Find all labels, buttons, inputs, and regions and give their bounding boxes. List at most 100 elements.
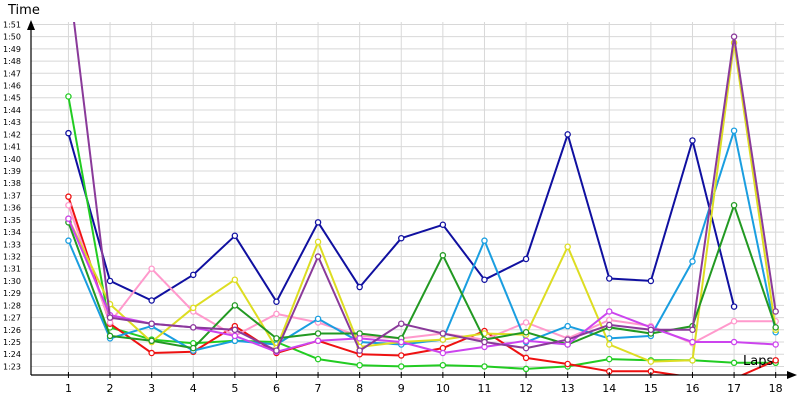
data-point (481, 237, 488, 244)
x-tick-label: 3 (148, 382, 155, 395)
y-tick-label: 1:29 (3, 289, 21, 298)
data-point (730, 318, 738, 325)
y-tick-label: 1:47 (3, 69, 21, 78)
data-point (606, 321, 613, 329)
data-point (730, 127, 738, 134)
data-point (314, 219, 322, 226)
data-point (689, 338, 696, 346)
data-point (439, 252, 447, 259)
data-point (689, 137, 696, 144)
data-point (231, 276, 239, 283)
y-tick-label: 1:40 (3, 155, 21, 164)
data-point (439, 336, 447, 343)
y-tick-label: 1:50 (3, 33, 21, 42)
data-point (106, 314, 114, 321)
data-point (398, 320, 405, 327)
x-axis-arrow (787, 371, 797, 379)
y-tick-label: 1:30 (3, 277, 21, 286)
data-point (314, 330, 322, 337)
data-point (273, 310, 280, 318)
x-axis-title: Laps (743, 354, 773, 369)
y-tick-label: 1:27 (3, 314, 21, 323)
data-point (689, 258, 696, 265)
data-point (65, 93, 72, 100)
data-point (314, 315, 322, 323)
data-point (356, 283, 363, 291)
y-tick-label: 1:43 (3, 118, 21, 127)
data-point (398, 352, 405, 359)
data-point (522, 319, 530, 326)
y-tick-label: 1:44 (3, 106, 21, 115)
data-point (314, 337, 322, 345)
data-point (606, 341, 613, 348)
data-point (398, 363, 405, 370)
y-tick-label: 1:39 (3, 167, 21, 176)
data-point (730, 359, 738, 367)
y-tick-label: 1:49 (3, 45, 21, 54)
x-tick-label: 7 (315, 382, 322, 395)
data-point (148, 320, 155, 327)
y-tick-label: 1:24 (3, 350, 21, 359)
data-point (398, 338, 405, 346)
data-point (106, 332, 114, 340)
data-point (231, 332, 239, 340)
data-point (522, 344, 530, 352)
series-layer (65, 22, 779, 375)
y-tick-label: 1:36 (3, 204, 21, 213)
data-point (647, 277, 655, 285)
x-tick-label: 12 (519, 382, 533, 395)
data-point (148, 297, 155, 304)
data-point (273, 335, 280, 342)
data-point (481, 276, 488, 283)
data-point (730, 201, 738, 209)
data-point (314, 355, 322, 363)
data-point (564, 243, 571, 250)
x-tick-label: 8 (356, 382, 363, 395)
y-tick-label: 1:28 (3, 301, 21, 310)
data-point (439, 349, 447, 357)
data-point (231, 326, 239, 334)
data-point (730, 303, 738, 310)
data-point (689, 326, 696, 334)
grid (31, 22, 784, 375)
x-tick-label: 1 (65, 382, 72, 395)
data-point (398, 234, 405, 242)
data-point (522, 255, 530, 263)
data-point (522, 365, 530, 373)
y-tick-label: 1:32 (3, 253, 21, 262)
x-tick-label: 11 (477, 382, 491, 395)
data-point (564, 322, 571, 330)
data-point (522, 337, 530, 345)
data-point (772, 357, 779, 364)
data-point (189, 304, 197, 312)
data-point (606, 355, 613, 363)
y-tick-label: 1:26 (3, 326, 21, 335)
data-point (564, 336, 571, 343)
y-axis-title: Time (7, 3, 40, 18)
series-9 (73, 22, 779, 354)
y-tick-label: 1:51 (3, 20, 21, 29)
series-line (67, 41, 777, 363)
x-tick-label: 13 (561, 382, 575, 395)
y-tick-label: 1:23 (3, 362, 21, 371)
axes (27, 20, 797, 379)
data-point (730, 338, 738, 346)
data-point (522, 328, 530, 336)
data-point (439, 361, 447, 369)
data-point (647, 358, 655, 365)
data-point (189, 344, 197, 352)
data-point (439, 221, 447, 229)
y-tick-label: 1:25 (3, 338, 21, 347)
series-line (73, 22, 777, 352)
y-tick-label: 1:45 (3, 94, 21, 103)
y-tick-label: 1:48 (3, 57, 21, 66)
series-8 (65, 215, 779, 357)
data-point (314, 253, 322, 260)
data-point (148, 337, 155, 345)
data-point (273, 298, 280, 305)
data-point (606, 308, 613, 315)
data-point (65, 237, 72, 244)
data-point (481, 338, 488, 346)
x-tick-label: 16 (685, 382, 699, 395)
data-point (356, 361, 363, 369)
